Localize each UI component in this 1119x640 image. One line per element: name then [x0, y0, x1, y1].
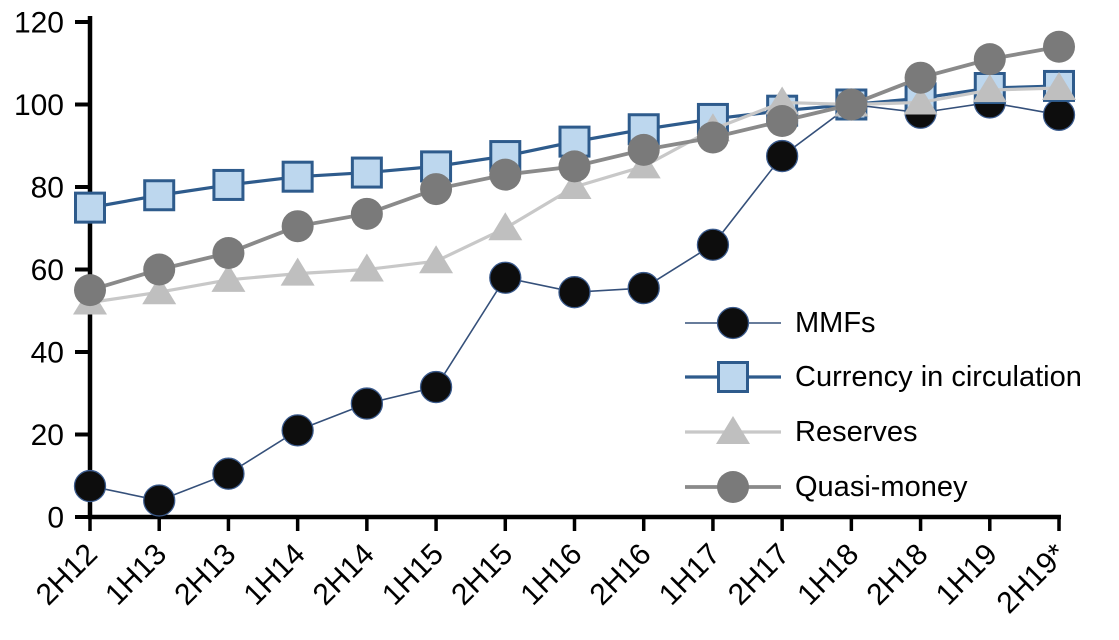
legend-item-quasi-money: Quasi-money — [683, 467, 967, 507]
currency-legend-marker-icon — [685, 361, 781, 393]
quasi-money-marker-icon — [717, 471, 749, 503]
x-axis-label: 1H19 — [930, 538, 1004, 612]
quasi-money-marker-icon — [904, 61, 937, 94]
reserves-marker-icon — [557, 171, 592, 199]
mmfs-marker-icon — [73, 469, 107, 503]
mmfs-marker-icon — [696, 228, 730, 261]
reserves-legend-marker-icon — [685, 416, 781, 444]
x-axis-label: 1H18 — [791, 538, 865, 612]
x-axis-label: 2H16 — [584, 538, 658, 612]
x-axis-label: 1H13 — [99, 538, 173, 612]
x-axis-label: 2H19* — [991, 537, 1074, 620]
reserves-marker-icon — [903, 86, 938, 115]
reserves-marker-icon — [419, 245, 454, 274]
legend-item-currency-in-circulation: Currency in circulation — [683, 357, 1082, 397]
reserves-marker-icon — [349, 253, 384, 282]
quasi-money-marker-icon — [74, 274, 106, 307]
mmfs-marker-icon — [716, 306, 750, 340]
legend-label-reserves: Reserves — [795, 416, 918, 448]
quasi-money-marker-icon — [973, 43, 1006, 76]
x-axis-label: 2H14 — [307, 538, 381, 612]
x-axis-label: 1H15 — [376, 538, 450, 612]
quasi-money-marker-icon — [489, 158, 522, 191]
quasi-money-legend-marker-icon — [685, 471, 781, 503]
quasi-money-marker-icon — [558, 150, 591, 183]
x-axis-label: 2H18 — [860, 538, 934, 612]
mmfs-marker-icon — [1042, 98, 1076, 131]
legend-label-mmfs: MMFs — [795, 307, 876, 339]
y-axis-label: 100 — [14, 89, 64, 122]
quasi-money-marker-icon — [1043, 30, 1075, 63]
y-axis-label: 20 — [31, 419, 64, 452]
quasi-money-marker-icon — [350, 197, 383, 230]
mmfs-marker-icon — [419, 370, 453, 404]
legend-item-mmfs: MMFs — [683, 303, 876, 343]
reserves-marker-icon — [765, 86, 800, 115]
quasi-money-marker-icon — [420, 173, 453, 206]
x-axis-label: 1H14 — [238, 538, 312, 612]
legend-label-currency-in-circulation: Currency in circulation — [795, 361, 1082, 393]
reserves-marker-icon — [280, 257, 315, 286]
legend-label-quasi-money: Quasi-money — [795, 471, 968, 503]
quasi-money-marker-icon — [143, 253, 176, 286]
currency-in-circulation-marker-icon — [717, 361, 749, 393]
reserves-marker-icon — [1042, 72, 1076, 100]
x-axis-label: 2H13 — [168, 538, 242, 612]
y-axis-label: 0 — [47, 502, 64, 535]
mmfs-marker-icon — [281, 414, 314, 447]
x-axis-label: 2H15 — [445, 538, 519, 612]
mmfs-marker-icon — [627, 271, 660, 305]
quasi-money-marker-icon — [766, 105, 799, 137]
currency-in-circulation-marker-icon — [212, 168, 245, 201]
quasi-money-marker-icon — [835, 88, 868, 121]
mmfs-marker-icon — [143, 484, 176, 517]
y-axis-label: 80 — [31, 172, 64, 205]
x-axis-label: 1H16 — [514, 538, 588, 612]
currency-in-circulation-marker-icon — [281, 160, 314, 193]
x-axis-label: 2H17 — [722, 538, 796, 612]
mmfs-marker-icon — [558, 276, 591, 309]
reserves-marker-icon — [488, 212, 523, 241]
quasi-money-marker-icon — [696, 121, 729, 154]
reserves-marker-icon — [211, 263, 246, 292]
reserves-marker-icon — [142, 276, 177, 305]
quasi-money-marker-icon — [281, 210, 314, 243]
y-axis-label: 40 — [31, 337, 64, 370]
reserves-marker-icon — [972, 74, 1007, 103]
quasi-money-marker-icon — [627, 133, 660, 166]
y-axis-label: 60 — [31, 254, 64, 287]
mmfs-legend-marker-icon — [685, 306, 781, 340]
mmfs-marker-icon — [489, 261, 522, 294]
currency-in-circulation-marker-icon — [350, 156, 383, 189]
mmfs-marker-icon — [212, 457, 245, 490]
x-axis-label: 2H12 — [30, 538, 104, 612]
mmfs-marker-icon — [765, 139, 799, 173]
quasi-money-marker-icon — [212, 237, 245, 269]
legend-item-reserves: Reserves — [683, 412, 918, 452]
reserves-marker-icon — [716, 416, 750, 444]
currency-in-circulation-marker-icon — [74, 191, 106, 224]
mmfs-marker-icon — [350, 387, 384, 420]
x-axis-label: 1H17 — [653, 538, 727, 612]
y-axis-label: 120 — [14, 7, 64, 40]
currency-in-circulation-marker-icon — [143, 179, 176, 212]
